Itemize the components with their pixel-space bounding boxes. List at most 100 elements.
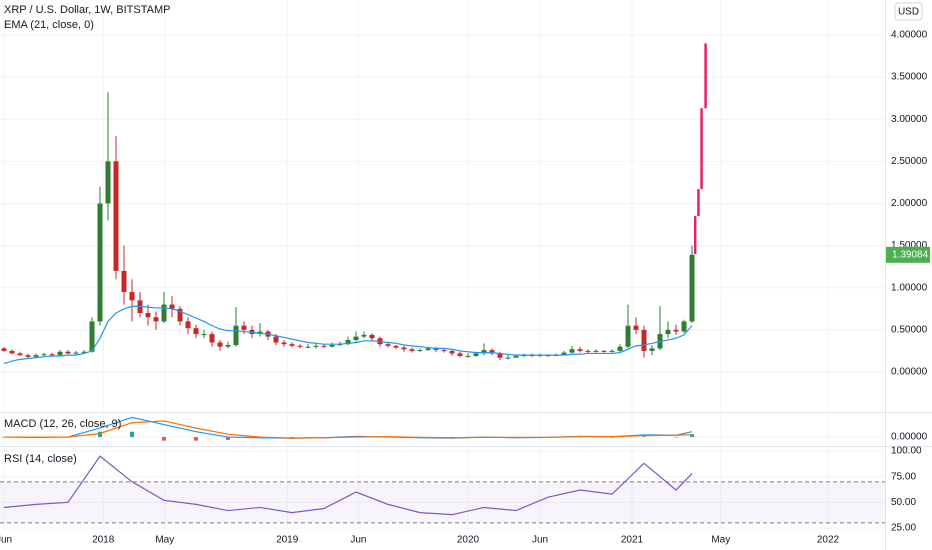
candle-body — [505, 357, 511, 359]
macd-histogram-bar — [98, 431, 102, 438]
macd-histogram-bar — [642, 436, 646, 438]
candle-body — [225, 345, 231, 347]
signal-line — [4, 420, 693, 439]
macd-histogram-bar — [690, 434, 694, 438]
candle-body — [41, 354, 47, 356]
x-tick-label: Jun — [532, 535, 548, 546]
x-tick-label: 2020 — [457, 535, 480, 546]
candle-body — [177, 308, 183, 322]
macd-histogram-bar — [162, 437, 166, 441]
candle-body — [9, 350, 15, 354]
candle-body — [81, 351, 87, 353]
candle-body — [17, 353, 23, 356]
candle-body — [153, 317, 159, 322]
candle-body — [65, 351, 71, 354]
candle-body — [393, 345, 399, 348]
y-tick-label: 4.00000 — [891, 30, 928, 41]
chart-title: XRP / U.S. Dollar, 1W, BITSTAMP — [4, 4, 170, 16]
ema-label: EMA (21, close, 0) — [4, 19, 94, 31]
rsi-label: RSI (14, close) — [4, 453, 77, 465]
candle-body — [585, 350, 591, 352]
y-tick-label: 3.00000 — [891, 114, 928, 125]
macd-histogram-bar — [610, 437, 614, 438]
candle-body — [369, 334, 375, 339]
candle-body — [241, 325, 247, 330]
candle-body — [577, 349, 583, 351]
candle-body — [601, 350, 607, 352]
macd-label: MACD (12, 26, close, 9) — [4, 418, 121, 430]
candle-body — [329, 345, 335, 347]
candle-body — [465, 355, 471, 357]
candle-body — [345, 339, 351, 345]
candle-body — [121, 270, 127, 292]
candle-body — [281, 342, 287, 345]
macd-histogram-bar — [226, 437, 230, 440]
candle-body — [25, 355, 31, 357]
candle-body — [593, 350, 599, 352]
candle-body — [129, 291, 135, 301]
candle-body — [97, 203, 103, 322]
candle-body — [57, 351, 63, 356]
x-tick-label: May — [155, 535, 174, 546]
macd-histogram-bar — [290, 437, 294, 438]
candle-body — [433, 348, 439, 351]
candle-body — [665, 329, 671, 335]
candle-body — [641, 329, 647, 351]
candle-body — [617, 346, 623, 351]
y-tick-label: 0.50000 — [891, 324, 928, 335]
currency-button[interactable] — [894, 2, 923, 21]
candle-body — [649, 348, 655, 351]
x-tick-label: Jun — [0, 535, 12, 546]
candle-body — [201, 334, 207, 336]
candle-body — [217, 342, 223, 347]
candle-body — [273, 336, 279, 343]
candle-body — [569, 349, 575, 353]
candle-body — [313, 345, 319, 347]
rsi-band — [0, 481, 885, 523]
candle-body — [409, 349, 415, 351]
candle-body — [449, 350, 455, 354]
candle-body — [385, 344, 391, 346]
x-tick-label: 2022 — [817, 535, 840, 546]
currency-label[interactable]: USD — [898, 7, 919, 18]
candle-body — [145, 313, 151, 318]
candle-body — [425, 348, 431, 351]
candle-body — [233, 325, 239, 346]
y-tick-label: 50.00 — [891, 497, 916, 508]
candle-body — [89, 321, 95, 352]
candle-body — [489, 350, 495, 354]
candle-body — [289, 344, 295, 346]
y-tick-label: 2.00000 — [891, 198, 928, 209]
y-tick-label: 1.00000 — [891, 282, 928, 293]
candle-body — [441, 350, 447, 352]
x-tick-label: 2018 — [92, 535, 115, 546]
candle-body — [473, 353, 479, 356]
candle-body — [361, 334, 367, 337]
x-tick-label: 2019 — [276, 535, 299, 546]
candle-body — [105, 161, 111, 204]
candle-body — [113, 161, 119, 271]
macd-histogram-bar — [194, 437, 198, 441]
plot — [0, 0, 885, 530]
macd-histogram-bar — [130, 431, 134, 438]
last-price-box — [886, 246, 930, 263]
macd-histogram-bar — [674, 437, 678, 438]
candle-body — [209, 334, 215, 343]
candle-body — [401, 347, 407, 350]
candle-body — [497, 353, 503, 358]
y-tick-label: 100.00 — [891, 446, 922, 457]
candle-body — [73, 352, 79, 354]
candle-body — [33, 355, 39, 357]
candle-body — [513, 355, 519, 358]
candle-body — [681, 321, 687, 332]
last-price-label: 1.39084 — [892, 249, 929, 260]
y-tick-label: 75.00 — [891, 471, 916, 482]
rsi-line — [3, 455, 693, 516]
candle-body — [185, 321, 191, 329]
y-tick-label: 3.50000 — [891, 72, 928, 83]
candle-body — [161, 304, 167, 322]
candle-body — [169, 304, 175, 309]
